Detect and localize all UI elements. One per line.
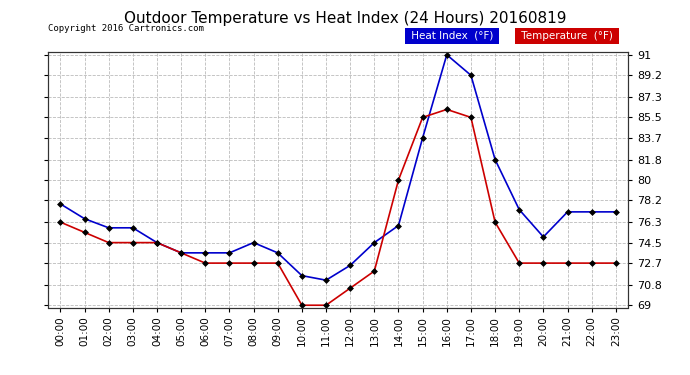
Text: Temperature  (°F): Temperature (°F)	[518, 31, 616, 41]
Text: Heat Index  (°F): Heat Index (°F)	[408, 31, 496, 41]
Text: Copyright 2016 Cartronics.com: Copyright 2016 Cartronics.com	[48, 24, 204, 33]
Text: Outdoor Temperature vs Heat Index (24 Hours) 20160819: Outdoor Temperature vs Heat Index (24 Ho…	[124, 11, 566, 26]
